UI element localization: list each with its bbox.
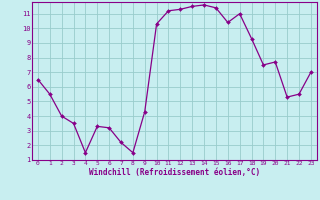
X-axis label: Windchill (Refroidissement éolien,°C): Windchill (Refroidissement éolien,°C) [89, 168, 260, 177]
